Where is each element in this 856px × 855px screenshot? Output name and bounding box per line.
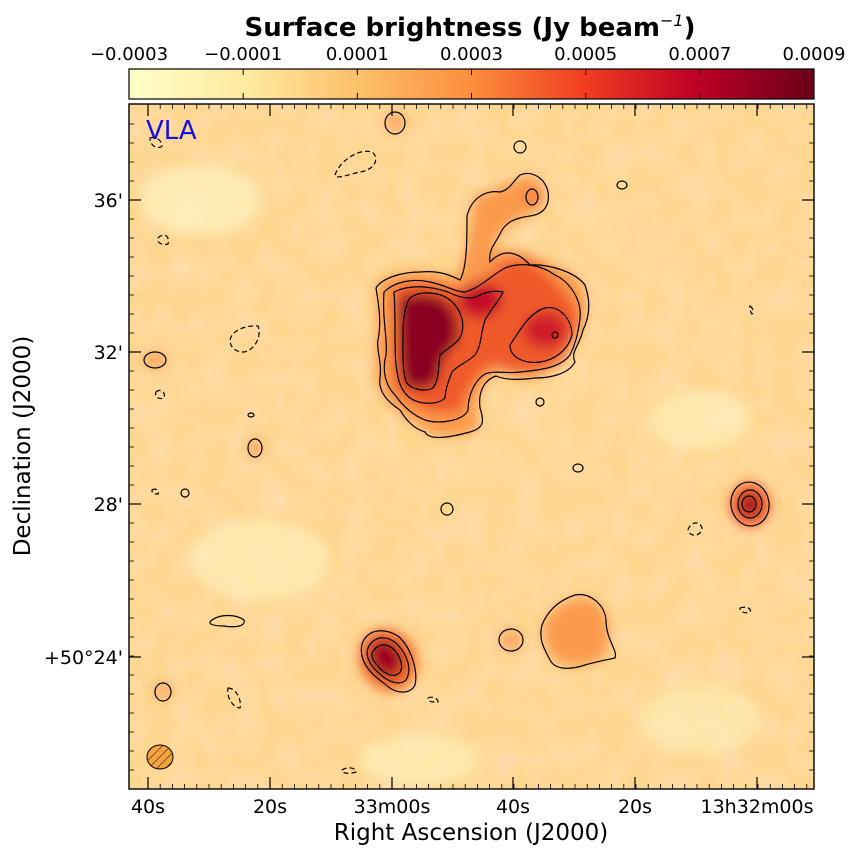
- colorbar-tick-label: 0.0009: [783, 44, 846, 65]
- colorbar: Surface brightness (Jy beam−1) −0.0003 −0…: [90, 11, 846, 100]
- neg-contour-3: [687, 522, 703, 536]
- source-compact-west-core: [740, 494, 760, 516]
- contour-knot-outer: [509, 307, 573, 363]
- neg-contour-10: [427, 696, 439, 703]
- contour-west-core: [741, 495, 757, 513]
- contour-blob-5: [525, 188, 539, 206]
- contour-blob-6: [154, 682, 172, 702]
- neg-contour-9: [739, 606, 751, 614]
- contour-extended-outer: [375, 172, 590, 439]
- contour-extended-3: [393, 286, 504, 404]
- x-tick-label: 20s: [618, 796, 652, 818]
- x-axis-title: Right Ascension (J2000): [334, 820, 609, 846]
- neg-contour-11: [151, 488, 160, 495]
- y-tick-label: 36': [94, 190, 123, 212]
- contour-blob-9: [572, 463, 584, 473]
- map-frame: [128, 103, 815, 790]
- contour-west-mid: [737, 489, 763, 519]
- colorbar-tick-label: −0.0001: [204, 44, 282, 65]
- source-extended-knot: [458, 282, 502, 318]
- contour-extended-2: [383, 264, 581, 423]
- contour-blob-4: [247, 438, 263, 458]
- x-tick-label: 40s: [131, 796, 165, 818]
- colorbar-tick-label: 0.0007: [668, 44, 731, 65]
- contour-faint-south: [540, 593, 617, 669]
- x-tick-label: 20s: [253, 796, 287, 818]
- x-tick-label: 40s: [496, 796, 530, 818]
- contour-west-outer: [730, 481, 770, 527]
- contour-blob-14: [551, 331, 559, 339]
- neg-contour-8: [341, 767, 357, 774]
- beam-ellipse: [146, 744, 174, 770]
- x-tick-label: 13h32m00s: [701, 796, 814, 818]
- colorbar-tick-label: −0.0003: [90, 44, 168, 65]
- telescope-label: VLA: [146, 116, 197, 146]
- contour-east-core: [371, 644, 403, 676]
- neg-contour-2: [229, 325, 260, 353]
- contours: [143, 111, 770, 702]
- contour-blob-1: [498, 628, 524, 652]
- map-panel: VLA: [129, 104, 814, 789]
- neg-contour-1: [334, 150, 377, 178]
- map-light-patches: [140, 165, 760, 785]
- source-faint-blob4: [247, 439, 263, 457]
- neg-contour-5: [149, 136, 163, 149]
- negative-contours: [149, 136, 754, 774]
- neg-contour-4: [227, 687, 241, 709]
- contour-blob-10: [440, 502, 454, 516]
- source-faint-blob3: [385, 112, 405, 132]
- source-faint-blob6: [155, 681, 171, 699]
- axis-ticks: 40s 20s 33m00s 40s 20s 13h32m00s 36' 32' 28' +50°…: [44, 104, 814, 818]
- contour-blob-7: [513, 140, 527, 154]
- y-tick-label: +50°24': [44, 647, 123, 669]
- y-tick-label: 28': [94, 494, 123, 516]
- contour-blob-13: [247, 412, 255, 418]
- y-axis-title: Declination (J2000): [10, 336, 36, 557]
- x-tick-label: 33m00s: [354, 796, 431, 818]
- source-extended-core: [398, 294, 459, 389]
- contour-blob-12: [180, 488, 190, 498]
- contour-blob-2: [143, 351, 167, 369]
- contour-east-mid: [366, 637, 410, 684]
- source-compact-east-core: [368, 638, 404, 678]
- source-faint-blob1: [499, 629, 523, 651]
- contour-blob-15: [209, 614, 245, 628]
- colorbar-tick-label: 0.0001: [326, 44, 389, 65]
- source-faint-south: [542, 598, 610, 666]
- colorbar-tick-label: 0.0003: [440, 44, 503, 65]
- contour-blob-11: [535, 397, 545, 407]
- source-faint-blob2: [143, 352, 167, 368]
- neg-contour-6: [157, 234, 169, 246]
- colorbar-title: Surface brightness (Jy beam−1): [245, 11, 696, 43]
- colorbar-tick-label: 0.0005: [554, 44, 617, 65]
- y-tick-label: 32': [94, 342, 123, 364]
- neg-contour-12: [749, 304, 754, 315]
- contour-east-outer: [360, 630, 417, 693]
- contour-blob-8: [616, 180, 628, 190]
- source-extended-knot2: [523, 312, 567, 348]
- neg-contour-7: [154, 389, 165, 400]
- contour-extended-core: [402, 292, 464, 391]
- contour-blob-3: [384, 111, 406, 135]
- colorbar-ticks: −0.0003 −0.0001 0.0001 0.0003 0.0005 0.0007 0.…: [90, 44, 846, 99]
